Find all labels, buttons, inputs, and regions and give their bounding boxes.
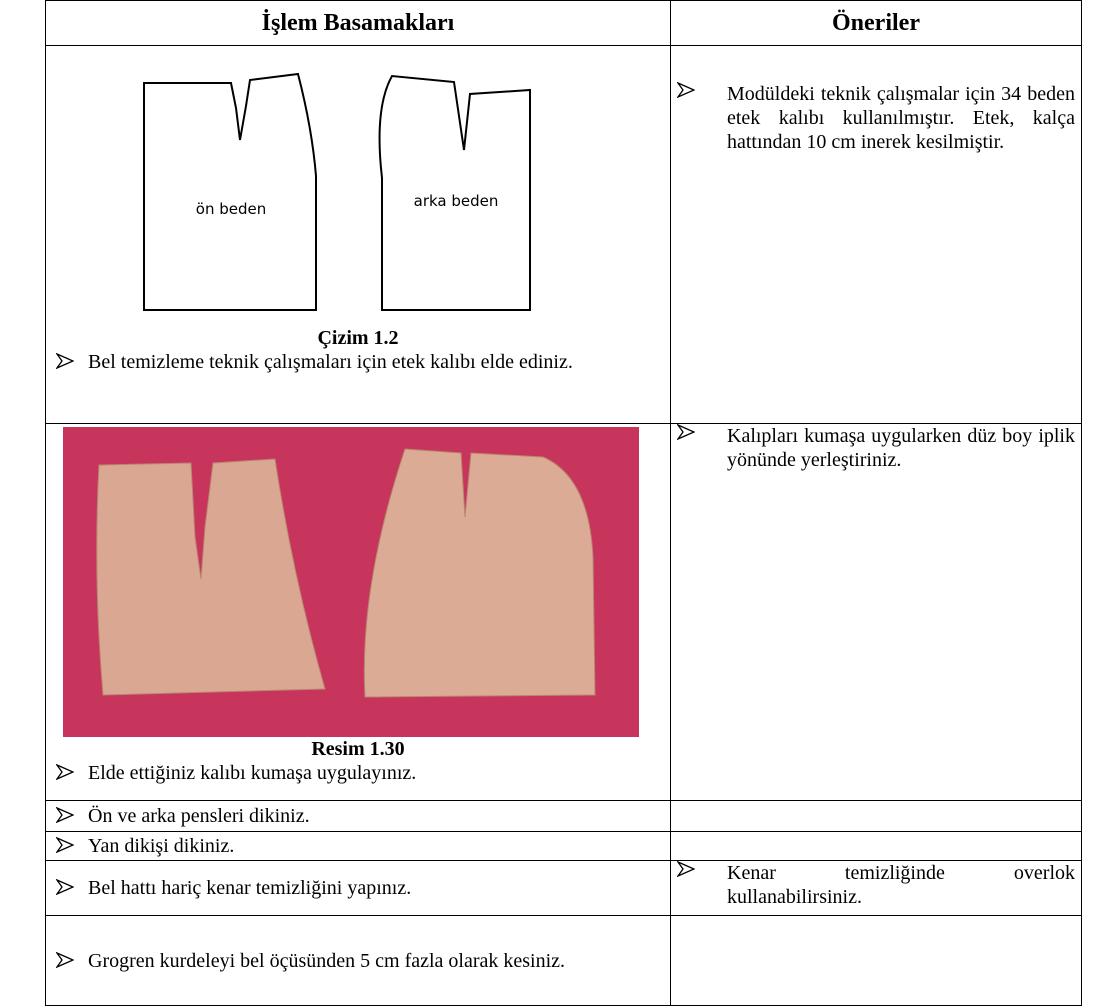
header-right: Öneriler bbox=[670, 0, 1082, 46]
step-label: Grogren kurdeleyi bel öçüsünden 5 cm faz… bbox=[88, 949, 566, 972]
steps-table: İşlem Basamakları Öneriler ön beden arka … bbox=[45, 0, 1082, 1006]
bullet-arrow bbox=[677, 82, 695, 98]
bullet-arrow bbox=[55, 878, 75, 896]
tip-text: Modüldeki teknik çalışmalar için 34 bede… bbox=[677, 82, 1075, 154]
tip-cell: Modüldeki teknik çalışmalar için 34 bede… bbox=[670, 45, 1082, 424]
front-pattern bbox=[96, 458, 326, 696]
arrow-shape bbox=[677, 861, 695, 877]
arrow-shape bbox=[55, 352, 75, 370]
tip-text: Kenar temizliğinde overlok kullanabilirs… bbox=[677, 861, 1075, 909]
back-piece bbox=[378, 74, 531, 311]
table-row: Yan dikişi dikiniz. bbox=[45, 831, 1082, 861]
tip-cell bbox=[670, 831, 1082, 861]
step-text: Ön ve arka pensleri dikiniz. bbox=[55, 804, 664, 828]
bullet-arrow bbox=[677, 424, 695, 440]
tip-label: Kalıpları kumaşa uygularken düz boy ipli… bbox=[727, 425, 1075, 471]
drawing-label: arka beden bbox=[414, 192, 499, 210]
step-cell: Resim 1.30 Elde ettiğiniz kalıbı kumaşa u… bbox=[45, 423, 671, 801]
bullet-arrow bbox=[55, 352, 75, 370]
step-cell: Grogren kurdeleyi bel öçüsünden 5 cm faz… bbox=[45, 915, 671, 1006]
arrow-shape bbox=[55, 806, 75, 824]
figure-caption: Çizim 1.2 bbox=[317, 327, 399, 349]
bullet-arrow bbox=[55, 806, 75, 824]
step-text: Bel temizleme teknik çalışmaları için et… bbox=[55, 350, 664, 374]
tip-cell bbox=[670, 915, 1082, 1006]
bullet-arrow bbox=[55, 763, 75, 781]
table-body: ön beden arka beden Çizim 1.2 Bel temizleme… bbox=[45, 45, 1082, 1006]
header-left: İşlem Basamakları bbox=[45, 0, 671, 46]
table-row: Bel hattı hariç kenar temizliğini yapını… bbox=[45, 860, 1082, 916]
table-row: Ön ve arka pensleri dikiniz. bbox=[45, 800, 1082, 832]
back-pattern bbox=[363, 448, 596, 698]
arrow-shape bbox=[55, 950, 75, 969]
table-row: ön beden arka beden Çizim 1.2 Bel temizleme… bbox=[45, 45, 1082, 424]
step-cell: Ön ve arka pensleri dikiniz. bbox=[45, 800, 671, 832]
step-cell: Bel hattı hariç kenar temizliğini yapını… bbox=[45, 860, 671, 916]
step-label: Bel temizleme teknik çalışmaları için et… bbox=[88, 351, 573, 373]
bullet-arrow bbox=[55, 950, 75, 969]
tip-label: Kenar temizliğinde overlok kullanabilirs… bbox=[727, 862, 1075, 908]
header-row: İşlem Basamakları Öneriler bbox=[45, 0, 1082, 46]
step-text: Yan dikişi dikiniz. bbox=[55, 834, 664, 858]
bullet-arrow bbox=[55, 836, 75, 854]
step-label: Ön ve arka pensleri dikiniz. bbox=[88, 805, 310, 827]
tip-cell: Kalıpları kumaşa uygularken düz boy ipli… bbox=[670, 423, 1082, 801]
step-label: Elde ettiğiniz kalıbı kumaşa uygulayınız… bbox=[88, 762, 417, 784]
step-cell: ön beden arka beden Çizim 1.2 Bel temizleme… bbox=[45, 45, 671, 424]
drawing-label: ön beden bbox=[196, 200, 266, 218]
figure-caption: Resim 1.30 bbox=[311, 738, 405, 760]
arrow-shape bbox=[55, 878, 75, 896]
tip-cell bbox=[670, 800, 1082, 832]
table-row: Resim 1.30 Elde ettiğiniz kalıbı kumaşa u… bbox=[45, 423, 1082, 801]
pattern-drawing: ön beden arka beden bbox=[143, 72, 531, 311]
bullet-arrow bbox=[677, 861, 695, 877]
tip-text: Kalıpları kumaşa uygularken düz boy ipli… bbox=[677, 424, 1075, 472]
table-row: Grogren kurdeleyi bel öçüsünden 5 cm faz… bbox=[45, 915, 1082, 1006]
photo bbox=[63, 427, 639, 737]
step-text: Grogren kurdeleyi bel öçüsünden 5 cm faz… bbox=[55, 949, 664, 973]
arrow-shape bbox=[55, 836, 75, 854]
arrow-shape bbox=[677, 424, 695, 440]
step-text: Elde ettiğiniz kalıbı kumaşa uygulayınız… bbox=[55, 761, 664, 785]
tip-cell: Kenar temizliğinde overlok kullanabilirs… bbox=[670, 860, 1082, 916]
tip-label: Modüldeki teknik çalışmalar için 34 bede… bbox=[727, 83, 1075, 153]
step-label: Bel hattı hariç kenar temizliğini yapını… bbox=[88, 877, 412, 899]
step-text: Bel hattı hariç kenar temizliğini yapını… bbox=[55, 876, 664, 900]
step-label: Yan dikişi dikiniz. bbox=[88, 835, 235, 857]
step-cell: Yan dikişi dikiniz. bbox=[45, 831, 671, 861]
arrow-shape bbox=[55, 763, 75, 781]
front-piece bbox=[143, 72, 317, 311]
arrow-shape bbox=[677, 82, 695, 98]
